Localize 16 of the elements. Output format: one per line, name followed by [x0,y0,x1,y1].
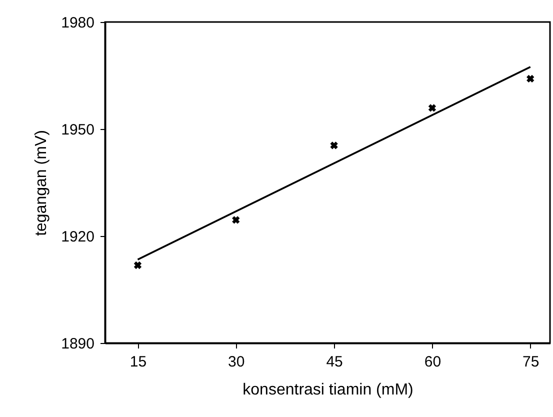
x-tick-label: 75 [522,354,540,370]
y-tick-label: 1920 [61,228,94,246]
point [526,74,534,83]
x-tick-label: 30 [228,354,245,370]
y-tick-label: 1950 [61,122,94,138]
point [330,142,338,150]
y-axis-title: tegangan (mV) [33,130,50,236]
x-tick-label: 15 [130,354,147,370]
point [232,216,240,224]
x-tick-label: 45 [326,354,343,370]
x-tick-label: 60 [424,354,442,370]
y-tick-label: 1980 [61,14,94,32]
point [134,261,142,270]
x-axis-title: konsentrasi tiamin (mM) [242,382,414,398]
y-tick-label: 1890 [61,336,94,352]
point [428,104,436,112]
